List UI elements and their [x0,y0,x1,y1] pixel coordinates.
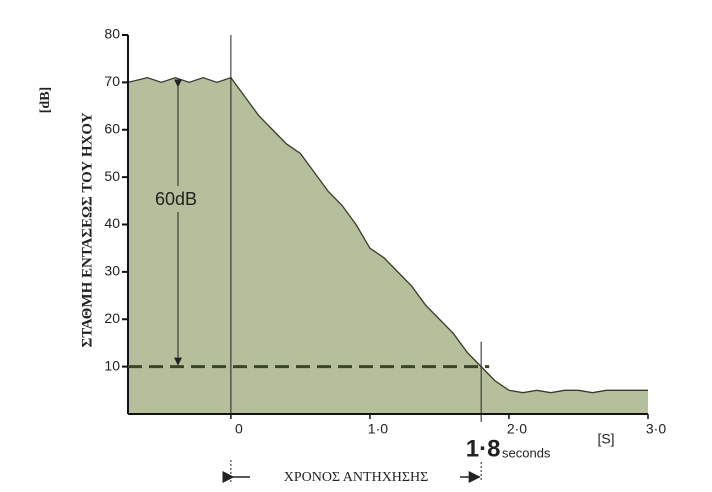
line [127,76,648,394]
y-tick-label: 10 [104,357,120,373]
x-tick-label: 1·0 [368,421,388,437]
y-tick-label: 30 [104,263,120,279]
y-tick-label: 40 [104,215,120,231]
label-bg [145,186,207,212]
decay-label: 60dB [155,189,197,209]
reverberation-unit: seconds [502,445,551,460]
y-tick-label: 60 [104,120,120,136]
y-tick-label: 70 [104,73,120,89]
y-tick-label: 20 [104,310,120,326]
x-tick-label: 0 [235,421,243,437]
area [128,77,648,414]
reverberation-time: 1·8 [466,435,501,462]
span-bg [250,467,460,487]
x-unit: [S] [597,431,614,447]
x-tick-label: 3·0 [646,421,666,437]
x-tick-label: 2·0 [507,421,527,437]
y-tick-label: 80 [104,26,120,42]
y-unit: [dB] [38,87,53,113]
y-axis-title: ΣΤΑΘΜΗ ΕΝΤΑΣΕΩΣ ΤΟΥ ΗΧΟΥ [79,112,95,347]
y-tick-label: 50 [104,168,120,184]
span-label: ΧΡΟΝΟΣ ΑΝΤΗΧΗΣΗΣ [284,470,429,485]
